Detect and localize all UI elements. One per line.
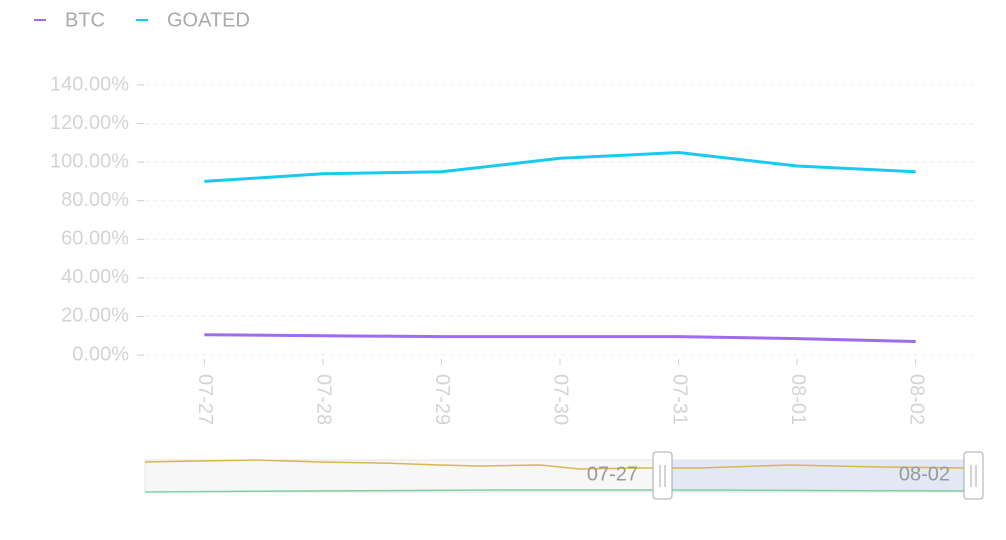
y-tick-label: 140.00% — [50, 73, 129, 95]
legend-label[interactable]: GOATED — [167, 9, 250, 31]
y-tick-label: 40.00% — [61, 266, 129, 288]
x-tick-label: 07-27 — [194, 374, 216, 425]
zoom-preview-line — [144, 489, 976, 493]
x-tick-label: 08-01 — [787, 374, 809, 425]
data-zoom[interactable]: 07-27 08-02 — [144, 451, 984, 500]
zoom-handle[interactable] — [652, 451, 673, 500]
y-tick-label: 20.00% — [61, 305, 129, 327]
legend-label[interactable]: BTC — [65, 9, 105, 31]
y-tick-label: 80.00% — [61, 189, 129, 211]
x-tick-label: 08-02 — [905, 374, 927, 425]
series-line — [204, 151, 916, 183]
zoom-end-label: 08-02 — [899, 463, 950, 485]
x-tick-label: 07-31 — [668, 374, 690, 425]
y-tick-label: 0.00% — [72, 343, 129, 365]
x-tick-label: 07-29 — [431, 374, 453, 425]
zoom-preview-line — [144, 459, 976, 470]
zoom-handle[interactable] — [963, 451, 984, 500]
series-line — [204, 333, 916, 343]
x-tick-label: 07-28 — [313, 374, 335, 425]
y-tick-label: 60.00% — [61, 228, 129, 250]
y-tick-label: 120.00% — [50, 112, 129, 134]
zoom-start-label: 07-27 — [587, 463, 638, 485]
y-tick-label: 100.00% — [50, 150, 129, 172]
x-tick-label: 07-30 — [550, 374, 572, 425]
